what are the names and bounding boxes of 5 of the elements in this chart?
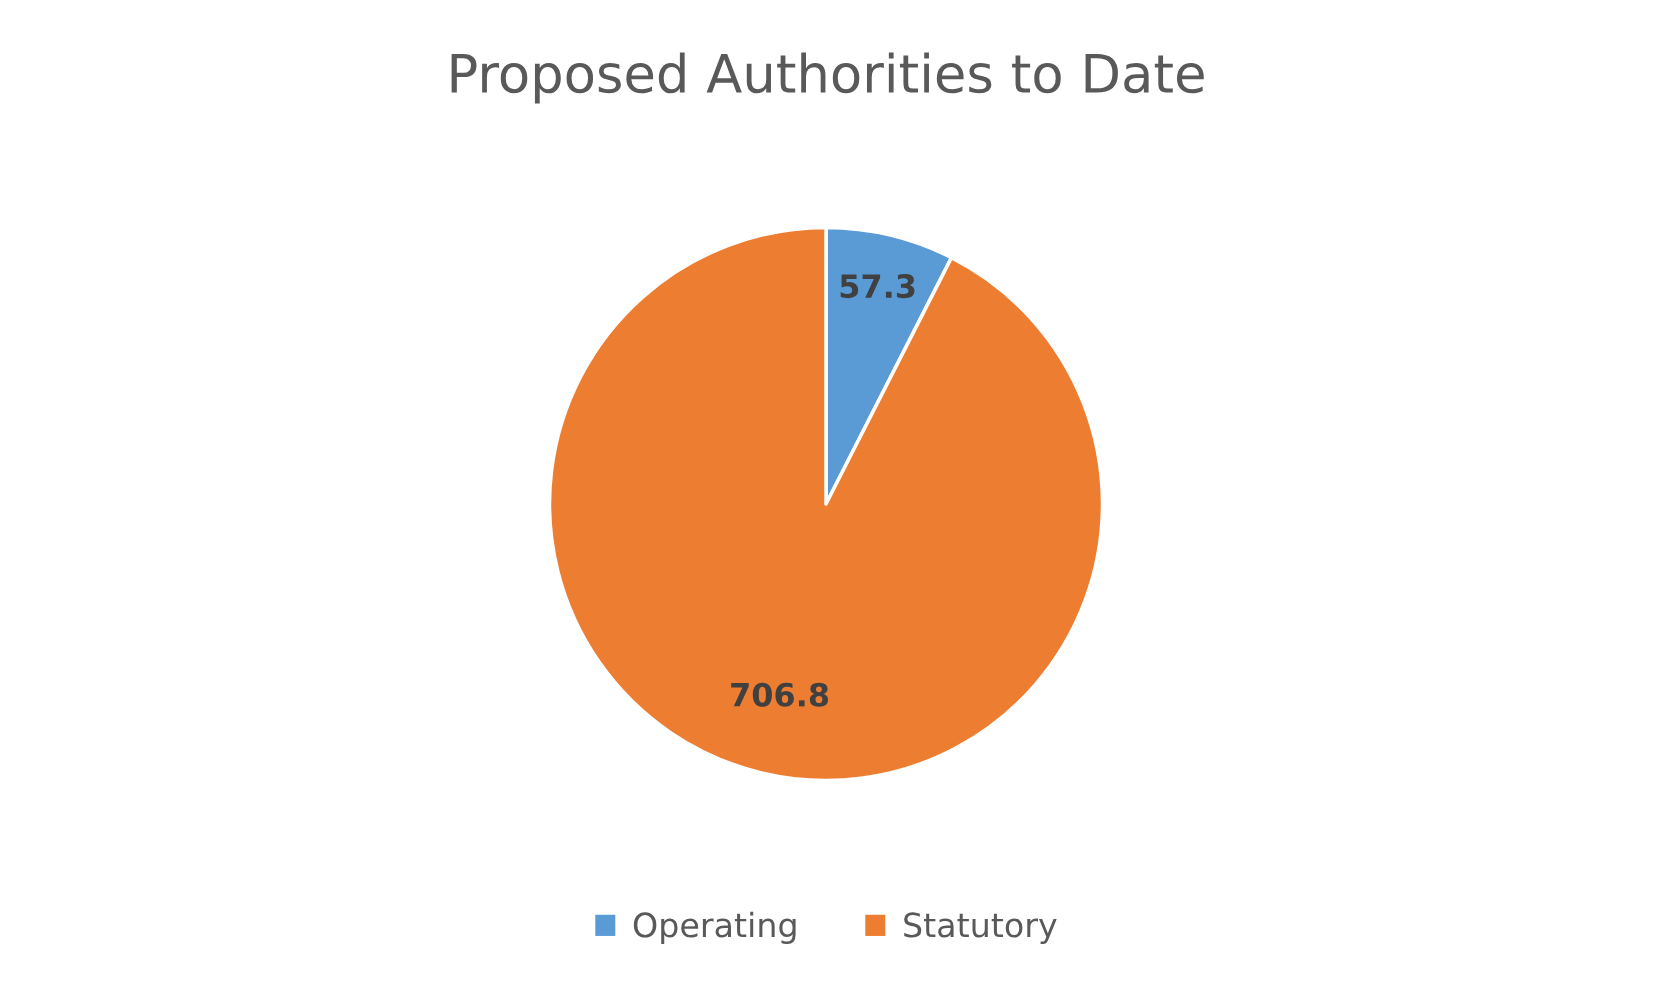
legend-label: Operating: [633, 911, 796, 945]
data-label: 57.3: [840, 274, 915, 299]
chart-title: Proposed Authorities to Date: [451, 52, 1204, 104]
legend-label: Statutory: [904, 912, 1057, 945]
data-label: 706.8: [731, 682, 829, 707]
